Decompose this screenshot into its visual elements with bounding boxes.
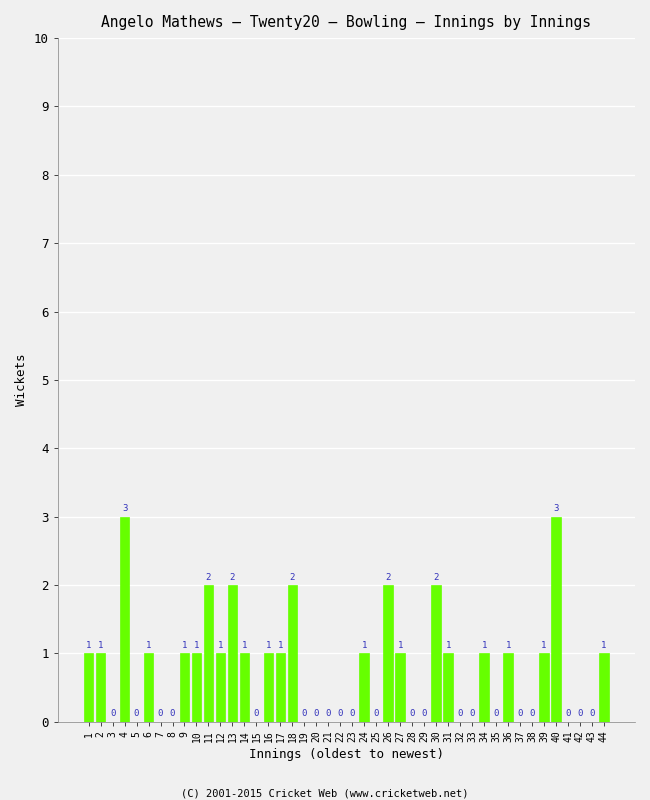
- Text: 1: 1: [242, 641, 247, 650]
- Text: 1: 1: [278, 641, 283, 650]
- Text: 1: 1: [194, 641, 199, 650]
- Text: 1: 1: [266, 641, 271, 650]
- Y-axis label: Wickets: Wickets: [15, 354, 28, 406]
- Bar: [599, 654, 609, 722]
- Text: 0: 0: [493, 710, 499, 718]
- Text: 1: 1: [506, 641, 511, 650]
- Bar: [503, 654, 513, 722]
- Text: 0: 0: [302, 710, 307, 718]
- Bar: [276, 654, 285, 722]
- Text: 0: 0: [158, 710, 163, 718]
- Text: 2: 2: [290, 573, 295, 582]
- Bar: [192, 654, 202, 722]
- Bar: [287, 585, 297, 722]
- Text: 1: 1: [541, 641, 547, 650]
- Text: 0: 0: [529, 710, 535, 718]
- Text: 1: 1: [182, 641, 187, 650]
- Text: 1: 1: [86, 641, 91, 650]
- Text: 1: 1: [98, 641, 103, 650]
- Text: 3: 3: [553, 504, 559, 513]
- Title: Angelo Mathews – Twenty20 – Bowling – Innings by Innings: Angelo Mathews – Twenty20 – Bowling – In…: [101, 15, 592, 30]
- Text: 0: 0: [326, 710, 331, 718]
- Bar: [120, 517, 129, 722]
- Text: 0: 0: [410, 710, 415, 718]
- Text: 1: 1: [601, 641, 606, 650]
- Text: 0: 0: [566, 710, 571, 718]
- Bar: [264, 654, 273, 722]
- Text: 1: 1: [361, 641, 367, 650]
- X-axis label: Innings (oldest to newest): Innings (oldest to newest): [249, 748, 444, 761]
- Bar: [240, 654, 249, 722]
- Text: 2: 2: [206, 573, 211, 582]
- Text: 0: 0: [577, 710, 582, 718]
- Bar: [227, 585, 237, 722]
- Text: 0: 0: [517, 710, 523, 718]
- Text: (C) 2001-2015 Cricket Web (www.cricketweb.net): (C) 2001-2015 Cricket Web (www.cricketwe…: [181, 788, 469, 798]
- Text: 1: 1: [398, 641, 403, 650]
- Bar: [479, 654, 489, 722]
- Text: 0: 0: [469, 710, 474, 718]
- Bar: [216, 654, 226, 722]
- Text: 0: 0: [590, 710, 595, 718]
- Text: 0: 0: [458, 710, 463, 718]
- Bar: [359, 654, 369, 722]
- Bar: [384, 585, 393, 722]
- Text: 2: 2: [229, 573, 235, 582]
- Bar: [443, 654, 453, 722]
- Bar: [96, 654, 105, 722]
- Text: 0: 0: [314, 710, 319, 718]
- Text: 1: 1: [218, 641, 223, 650]
- Bar: [144, 654, 153, 722]
- Text: 0: 0: [350, 710, 355, 718]
- Text: 0: 0: [134, 710, 139, 718]
- Text: 2: 2: [434, 573, 439, 582]
- Text: 0: 0: [254, 710, 259, 718]
- Text: 0: 0: [337, 710, 343, 718]
- Text: 1: 1: [482, 641, 487, 650]
- Bar: [179, 654, 189, 722]
- Text: 1: 1: [146, 641, 151, 650]
- Text: 0: 0: [170, 710, 176, 718]
- Text: 0: 0: [110, 710, 115, 718]
- Text: 2: 2: [385, 573, 391, 582]
- Bar: [540, 654, 549, 722]
- Bar: [551, 517, 561, 722]
- Text: 0: 0: [421, 710, 427, 718]
- Text: 0: 0: [374, 710, 379, 718]
- Bar: [432, 585, 441, 722]
- Bar: [395, 654, 405, 722]
- Text: 3: 3: [122, 504, 127, 513]
- Bar: [203, 585, 213, 722]
- Text: 1: 1: [445, 641, 451, 650]
- Bar: [84, 654, 94, 722]
